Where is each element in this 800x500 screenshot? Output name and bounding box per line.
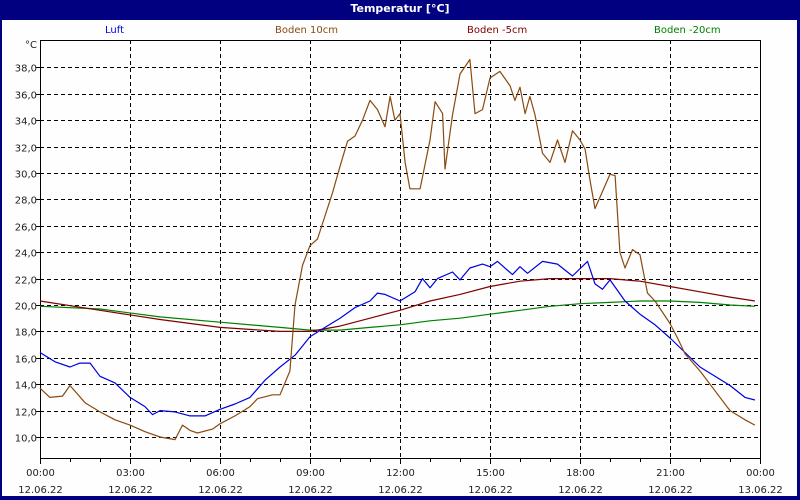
x-tick-time: 00:00 (746, 468, 775, 479)
x-tick-time: 18:00 (566, 468, 595, 479)
y-tick-label: 34,0 (15, 117, 37, 128)
series-line-luft (39, 260, 756, 417)
legend-boden-20cm: Boden -20cm (654, 25, 721, 36)
series-lines (39, 58, 756, 441)
x-tick-date: 12.06.22 (288, 485, 333, 496)
x-tick-time: 09:00 (296, 468, 325, 479)
legend-boden-10cm: Boden 10cm (275, 25, 338, 36)
x-tick-time: 15:00 (476, 468, 505, 479)
x-tick-time: 21:00 (656, 468, 685, 479)
y-tick-label: 26,0 (15, 223, 37, 234)
x-tick-time: 06:00 (206, 468, 235, 479)
y-tick-label: 12,0 (15, 408, 37, 419)
series-line-boden-5cm (39, 278, 755, 332)
legend-boden-5cm: Boden -5cm (467, 25, 528, 36)
x-tick-date: 12.06.22 (108, 485, 153, 496)
y-tick-label: 28,0 (15, 196, 37, 207)
x-tick-time: 03:00 (116, 468, 145, 479)
x-tick-time: 00:00 (26, 468, 55, 479)
y-tick-label: 22,0 (15, 276, 37, 287)
y-axis-unit: °C (25, 40, 37, 51)
x-tick-date: 13.06.22 (738, 485, 783, 496)
series-line-boden-10cm (39, 58, 756, 441)
x-tick-date: 12.06.22 (468, 485, 513, 496)
y-tick-label: 18,0 (15, 328, 37, 339)
x-tick-time: 12:00 (386, 468, 415, 479)
x-tick-date: 12.06.22 (198, 485, 243, 496)
y-tick-label: 38,0 (15, 64, 37, 75)
x-tick-date: 12.06.22 (648, 485, 693, 496)
y-tick-label: 30,0 (15, 170, 37, 181)
y-tick-label: 16,0 (15, 355, 37, 366)
axes: 10,0 12,0 14,0 16,0 18,0 20,0 22,0 24,0 26,0 28,0… (15, 40, 783, 496)
chart-panel (2, 20, 797, 496)
series-line-boden-20cm (39, 300, 755, 331)
grid-lines (40, 40, 760, 458)
y-tick-label: 36,0 (15, 91, 37, 102)
x-tick-date: 12.06.22 (378, 485, 423, 496)
y-tick-label: 32,0 (15, 144, 37, 155)
y-tick-label: 20,0 (15, 302, 37, 313)
x-tick-date: 12.06.22 (18, 485, 63, 496)
y-tick-label: 14,0 (15, 381, 37, 392)
y-tick-label: 10,0 (15, 434, 37, 445)
window-title: Temperatur [°C] (0, 0, 800, 20)
legend-luft: Luft (105, 25, 124, 36)
y-tick-label: 24,0 (15, 249, 37, 260)
x-tick-date: 12.06.22 (558, 485, 603, 496)
